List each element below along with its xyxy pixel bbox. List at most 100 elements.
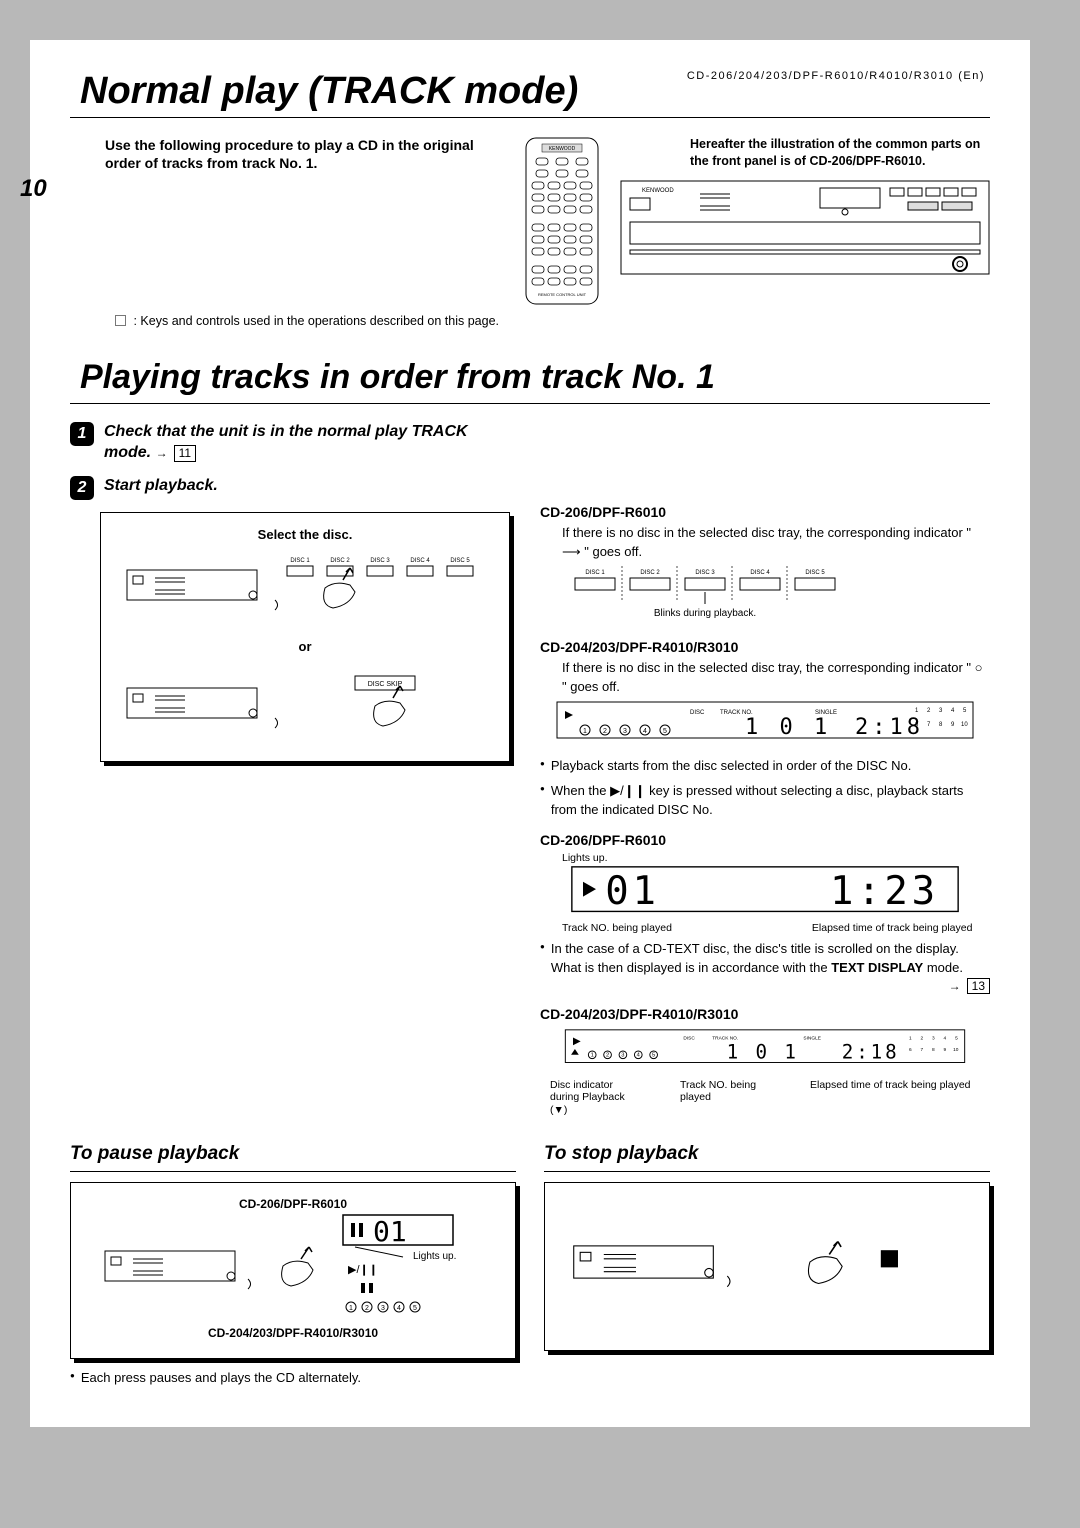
svg-text:7: 7 [927, 722, 931, 728]
svg-text:DISC 3: DISC 3 [370, 558, 390, 564]
svg-text:1: 1 [591, 1053, 594, 1059]
or-label: or [119, 639, 491, 654]
title-rule [70, 117, 990, 118]
bullet-item: Playback starts from the disc selected i… [540, 757, 990, 776]
svg-text:Blinks during playback.: Blinks during playback. [654, 608, 756, 619]
svg-text:7: 7 [921, 1047, 924, 1053]
svg-text:4: 4 [951, 708, 955, 714]
two-columns: 1 Check that the unit is in the normal p… [70, 422, 990, 1117]
step-1: 1 Check that the unit is in the normal p… [70, 422, 510, 464]
svg-text:4: 4 [397, 1305, 401, 1312]
section-rule [70, 403, 990, 404]
svg-text:DISC 5: DISC 5 [805, 570, 825, 576]
svg-text:KENWOOD: KENWOOD [549, 146, 576, 152]
svg-text:3: 3 [381, 1305, 385, 1312]
svg-text:10: 10 [961, 722, 968, 728]
keys-caption: : Keys and controls used in the operatio… [115, 314, 990, 328]
svg-text:2:18: 2:18 [842, 1040, 900, 1063]
svg-text:DISC: DISC [690, 710, 705, 716]
svg-text:1: 1 [909, 1035, 912, 1041]
svg-text:DISC SKIP: DISC SKIP [368, 681, 403, 688]
model-header: CD-204/203/DPF-R4010/R3010 [89, 1326, 497, 1340]
svg-text:1:23: 1:23 [830, 869, 939, 914]
model-header: CD-206/DPF-R6010 [540, 504, 990, 520]
pause-diagram: CD-206/DPF-R6010 01 Lights up. ▶/❙❙ [70, 1182, 516, 1359]
pause-note: Each press pauses and plays the CD alter… [70, 1369, 516, 1388]
track-no-label: Track NO. being played [562, 922, 672, 935]
intro-row: Use the following procedure to play a CD… [70, 136, 990, 306]
intro-text: Use the following procedure to play a CD… [70, 136, 502, 172]
stop-illustration [563, 1197, 971, 1327]
svg-text:5: 5 [663, 728, 667, 735]
pause-illustration: 01 Lights up. ▶/❙❙ 1 2 3 4 [89, 1211, 497, 1321]
svg-text:8: 8 [932, 1047, 935, 1053]
svg-text:4: 4 [643, 728, 647, 735]
svg-text:3: 3 [621, 1053, 624, 1059]
disc-buttons-illustration: DISC 1 DISC 2 DISC 3 DISC 4 DISC 5 [119, 550, 491, 620]
svg-text:2:18: 2:18 [855, 715, 924, 740]
svg-text:1: 1 [915, 708, 919, 714]
svg-text:2: 2 [606, 1053, 609, 1059]
svg-text:9: 9 [951, 722, 955, 728]
svg-text:Lights up.: Lights up. [413, 1251, 456, 1262]
svg-text:2: 2 [365, 1305, 369, 1312]
svg-text:5: 5 [963, 708, 967, 714]
svg-text:8: 8 [939, 722, 943, 728]
section-title: Playing tracks in order from track No. 1 [70, 358, 990, 397]
pause-title: To pause playback [70, 1143, 516, 1165]
front-panel-illustration: KENWOOD [620, 180, 990, 275]
svg-text:2: 2 [927, 708, 931, 714]
stop-diagram [544, 1182, 990, 1351]
svg-text:▶/❙❙: ▶/❙❙ [348, 1264, 378, 1276]
disc-indicator-illustration: DISC 1DISC 2DISC 3DISC 4DISC 5 Blinks du… [540, 562, 990, 622]
step-badge: 2 [70, 476, 94, 500]
svg-text:1 0 1: 1 0 1 [727, 1040, 799, 1063]
svg-text:3: 3 [623, 728, 627, 735]
svg-text:2: 2 [603, 728, 607, 735]
lights-up-label: Lights up. [540, 852, 990, 865]
select-disc-diagram: Select the disc. DISC 1 DISC 2 DISC 3 DI… [100, 512, 510, 762]
illustration-block: KENWOOD REMOTE CONTROL UNIT Hereafter th… [522, 136, 990, 306]
track-no-label: Track NO. being played [680, 1079, 770, 1117]
disc-indicator-label: Disc indicator during Playback (▼) [550, 1079, 640, 1117]
manual-page: CD-206/204/203/DPF-R6010/R4010/R3010 (En… [30, 40, 1030, 1427]
svg-text:4: 4 [944, 1035, 947, 1041]
model-header: CD-204/203/DPF-R4010/R3010 [540, 1006, 990, 1022]
svg-text:SINGLE: SINGLE [803, 1035, 821, 1041]
page-ref: 11 [174, 445, 196, 463]
svg-text:DISC 1: DISC 1 [585, 570, 605, 576]
panel-note: Hereafter the illustration of the common… [620, 136, 990, 170]
svg-text:5: 5 [652, 1053, 655, 1059]
svg-text:DISC 4: DISC 4 [410, 558, 430, 564]
display-b-illustration: 1 2 3 4 5 DISC TRACK NO. SINGLE 1 0 1 2:… [540, 696, 990, 746]
bullet-item: In the case of a CD-TEXT disc, the disc'… [540, 940, 990, 978]
step-2: 2 Start playback. [70, 476, 510, 500]
svg-text:1 0 1: 1 0 1 [745, 715, 831, 740]
model-header: CD-204/203/DPF-R4010/R3010 [540, 639, 990, 655]
display-b2-illustration: 1 2 3 4 5 DISC TRACK NO. SINGLE 1 0 1 2:… [540, 1026, 990, 1074]
step-text: Check that the unit is in the normal pla… [104, 422, 510, 464]
step-badge: 1 [70, 422, 94, 446]
model-header: CD-206/DPF-R6010 [89, 1197, 497, 1211]
page-ref-arrow: → [156, 446, 168, 460]
indicator-text: If there is no disc in the selected disc… [540, 524, 990, 562]
svg-text:DISC: DISC [683, 1035, 695, 1041]
svg-text:3: 3 [939, 708, 943, 714]
svg-text:1: 1 [349, 1305, 353, 1312]
svg-text:6: 6 [909, 1047, 912, 1053]
svg-text:01: 01 [373, 1215, 407, 1248]
display-a-illustration: 01 1:23 [540, 865, 990, 917]
svg-text:1: 1 [583, 728, 587, 735]
svg-text:DISC 4: DISC 4 [750, 570, 770, 576]
svg-text:5: 5 [955, 1035, 958, 1041]
diagram-title: Select the disc. [119, 527, 491, 542]
svg-text:DISC 1: DISC 1 [290, 558, 310, 564]
indicator-text: If there is no disc in the selected disc… [540, 659, 990, 697]
pause-column: To pause playback CD-206/DPF-R6010 01 Li… [70, 1143, 516, 1388]
bullet-item: When the ▶/❙❙ key is pressed without sel… [540, 782, 990, 820]
svg-text:3: 3 [932, 1035, 935, 1041]
header-model-list: CD-206/204/203/DPF-R6010/R4010/R3010 (En… [687, 70, 985, 82]
svg-text:REMOTE CONTROL UNIT: REMOTE CONTROL UNIT [538, 292, 587, 297]
legend-square-icon [115, 315, 126, 326]
svg-text:01: 01 [605, 869, 659, 914]
